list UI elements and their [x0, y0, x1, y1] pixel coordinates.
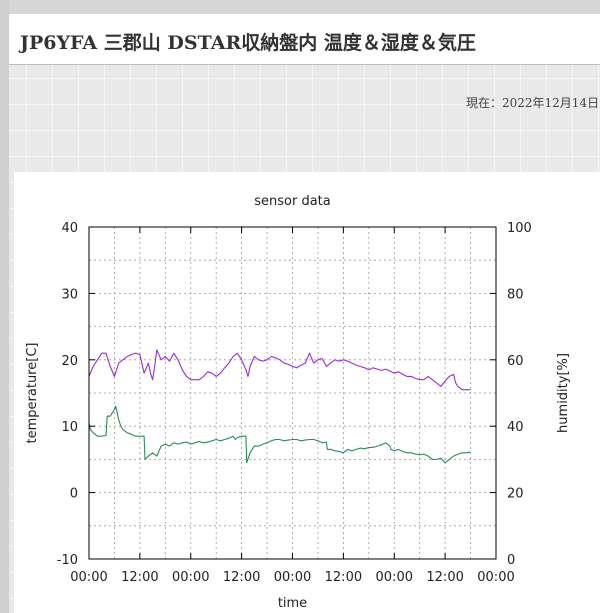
series-line-1 — [88, 405, 471, 464]
y-tick-label: 10 — [61, 420, 78, 435]
chart-grid — [89, 227, 496, 559]
x-axis-label: time — [278, 596, 307, 611]
series-line-0 — [88, 349, 471, 391]
y-tick-label: 40 — [61, 221, 78, 236]
x-tick-label: 00:00 — [70, 570, 107, 585]
left-edge — [0, 0, 9, 613]
y-tick-label: -10 — [57, 553, 78, 568]
sensor-chart: 00:00 12:00 00:00 12:00 00:00 12:00 00:00 12:00… — [25, 194, 571, 611]
y2-tick-label: 80 — [507, 287, 524, 302]
x-tick-label: 12:00 — [325, 570, 362, 585]
y2-tick-label: 100 — [507, 221, 532, 236]
x-tick-label: 12:00 — [121, 570, 158, 585]
page-header: JP6YFA 三郡山 DSTAR収納盤内 温度＆湿度＆気圧 — [9, 14, 600, 65]
chart-title: sensor data — [254, 194, 331, 209]
y2-tick-label: 20 — [507, 487, 524, 502]
x-tick-label: 00:00 — [477, 570, 514, 585]
timestamp-text: 現在：2022年12月14日 — [466, 96, 600, 110]
top-band — [0, 0, 600, 14]
chart-series — [88, 349, 471, 464]
x-tick-label: 12:00 — [426, 570, 463, 585]
y-tick-label: 30 — [61, 287, 78, 302]
y2-tick-label: 40 — [507, 420, 524, 435]
y2-tick-label: 60 — [507, 354, 524, 369]
y-axis-label: temperature[C] — [25, 343, 40, 444]
y2-axis-label: humidity[%] — [556, 353, 571, 433]
x-tick-label: 00:00 — [274, 570, 311, 585]
x-tick-label: 12:00 — [223, 570, 260, 585]
x-tick-label: 00:00 — [172, 570, 209, 585]
chart-ticks: 00:00 12:00 00:00 12:00 00:00 12:00 00:00 12:00… — [57, 221, 532, 585]
y2-tick-label: 0 — [507, 553, 515, 568]
y-tick-label: 0 — [70, 487, 78, 502]
chart-panel: 00:00 12:00 00:00 12:00 00:00 12:00 00:00 12:00… — [14, 172, 600, 613]
page-title: JP6YFA 三郡山 DSTAR収納盤内 温度＆湿度＆気圧 — [20, 32, 476, 54]
x-tick-label: 00:00 — [376, 570, 413, 585]
y-tick-label: 20 — [61, 354, 78, 369]
